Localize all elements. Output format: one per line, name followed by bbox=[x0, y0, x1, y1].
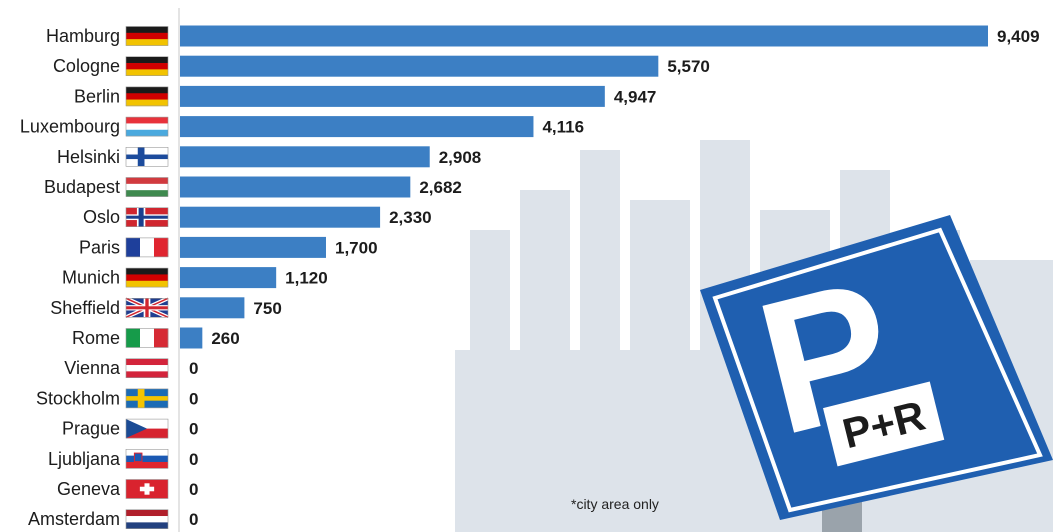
value-label: 0 bbox=[189, 450, 198, 469]
category-label: Oslo bbox=[83, 207, 120, 227]
italy-flag-icon bbox=[125, 328, 169, 348]
value-label-background bbox=[328, 237, 389, 259]
value-label: 9,409 bbox=[997, 27, 1040, 46]
france-flag-icon bbox=[125, 237, 169, 258]
category-label: Sheffield bbox=[50, 298, 120, 318]
value-label: 0 bbox=[189, 359, 198, 378]
value-label: 0 bbox=[189, 420, 198, 439]
value-label: 1,700 bbox=[335, 238, 378, 257]
category-label: Rome bbox=[72, 328, 120, 348]
category-label: Cologne bbox=[53, 56, 120, 76]
value-label: 2,908 bbox=[439, 148, 482, 167]
value-label: 260 bbox=[211, 329, 239, 348]
netherlands-flag-icon bbox=[125, 509, 169, 530]
value-label: 0 bbox=[189, 389, 198, 408]
germany-flag-icon bbox=[125, 267, 169, 288]
bar-row: Helsinki 2,908 bbox=[57, 146, 493, 168]
value-label-background bbox=[991, 26, 1051, 47]
bar bbox=[180, 25, 988, 47]
germany-flag-icon bbox=[125, 26, 169, 46]
bar-row: Budapest 2,682 bbox=[44, 176, 474, 198]
park-and-ride-sign: P P+R bbox=[700, 215, 1053, 532]
category-label: Ljubljana bbox=[48, 449, 121, 469]
value-label: 750 bbox=[253, 299, 281, 318]
value-label: 5,570 bbox=[667, 57, 710, 76]
value-label-background bbox=[661, 56, 722, 78]
value-label-background bbox=[413, 177, 474, 198]
bar-row: Ljubljana 0 bbox=[48, 449, 199, 469]
bar-row: Munich 1,120 bbox=[62, 267, 340, 289]
value-label: 2,330 bbox=[389, 208, 432, 227]
value-label: 4,116 bbox=[542, 118, 584, 137]
category-label: Luxembourg bbox=[20, 117, 120, 137]
category-label: Prague bbox=[62, 419, 120, 439]
bar bbox=[180, 206, 381, 228]
value-label-background bbox=[536, 116, 597, 138]
switzerland-flag-icon bbox=[125, 479, 169, 499]
bar bbox=[180, 297, 245, 319]
norway-flag-icon bbox=[125, 207, 169, 227]
category-label: Hamburg bbox=[46, 26, 120, 46]
bar bbox=[180, 327, 203, 349]
category-label: Helsinki bbox=[57, 147, 120, 167]
category-label: Budapest bbox=[44, 177, 120, 197]
value-label: 2,682 bbox=[419, 178, 462, 197]
value-label-background bbox=[383, 207, 444, 229]
category-label: Berlin bbox=[74, 86, 120, 106]
value-label: 1,120 bbox=[285, 269, 328, 288]
bar-row: Luxembourg 4,116 bbox=[20, 116, 597, 138]
value-label: 4,947 bbox=[614, 87, 657, 106]
bar-row: Hamburg 9,409 bbox=[46, 25, 1051, 47]
bar bbox=[180, 146, 430, 168]
value-label-background bbox=[432, 146, 493, 168]
category-label: Amsterdam bbox=[28, 509, 120, 529]
slovenia-flag-icon bbox=[125, 448, 169, 469]
austria-flag-icon bbox=[125, 358, 169, 379]
bar bbox=[180, 176, 411, 198]
bar-row: Prague 0 bbox=[62, 419, 199, 439]
bar-row: Geneva 0 bbox=[57, 479, 199, 499]
bar bbox=[180, 55, 659, 77]
category-label: Vienna bbox=[64, 358, 121, 378]
bar-row: Vienna 0 bbox=[64, 358, 198, 378]
value-label-background bbox=[205, 328, 246, 349]
bar-row: Cologne 5,570 bbox=[53, 55, 722, 78]
value-label: 0 bbox=[189, 480, 198, 499]
bar-row: Paris 1,700 bbox=[79, 236, 389, 259]
category-label: Paris bbox=[79, 237, 120, 257]
category-label: Stockholm bbox=[36, 388, 120, 408]
bar-row: Sheffield 750 bbox=[50, 296, 288, 320]
germany-flag-icon bbox=[125, 56, 169, 77]
bar-row: Oslo 2,330 bbox=[83, 206, 444, 229]
bar-row: Berlin 4,947 bbox=[74, 85, 668, 108]
value-label-background bbox=[279, 267, 340, 289]
bar bbox=[180, 236, 326, 258]
bar-row: Stockholm 0 bbox=[36, 388, 199, 408]
finland-flag-icon bbox=[125, 147, 169, 167]
hungary-flag-icon bbox=[125, 177, 169, 197]
bar bbox=[180, 267, 277, 289]
bar bbox=[180, 85, 605, 107]
footnote: *city area only bbox=[571, 496, 659, 512]
bar bbox=[180, 116, 534, 138]
uk-flag-icon bbox=[125, 296, 169, 320]
category-label: Geneva bbox=[57, 479, 121, 499]
value-label-background bbox=[607, 86, 668, 108]
czech-flag-icon bbox=[125, 418, 169, 439]
value-label-background bbox=[247, 297, 288, 319]
bar-row: Amsterdam 0 bbox=[28, 509, 199, 529]
category-label: Munich bbox=[62, 268, 120, 288]
luxembourg-flag-icon bbox=[125, 116, 169, 137]
sweden-flag-icon bbox=[125, 388, 169, 409]
value-label: 0 bbox=[189, 510, 198, 529]
germany-flag-icon bbox=[125, 86, 169, 107]
bar-row: Rome 260 bbox=[72, 327, 246, 349]
